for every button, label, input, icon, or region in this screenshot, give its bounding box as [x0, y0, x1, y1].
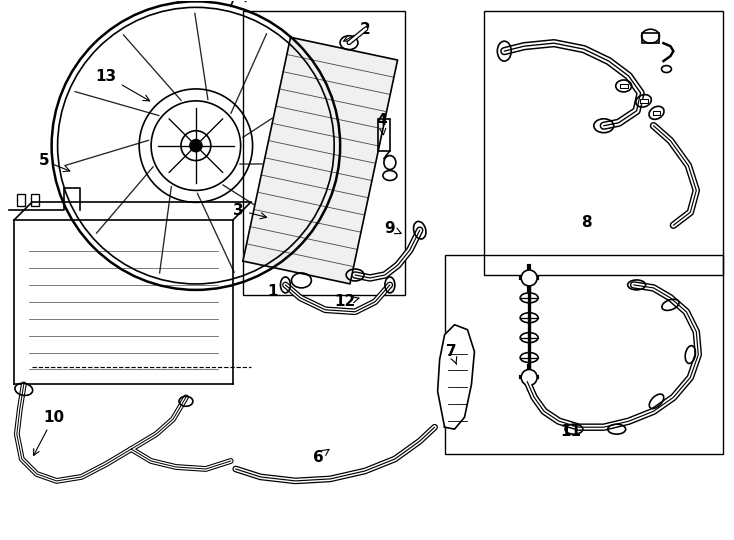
Circle shape	[521, 369, 537, 386]
Text: 2: 2	[344, 22, 371, 41]
Bar	[642, 33, 659, 43]
Bar	[484, 11, 723, 275]
Text: 8: 8	[581, 215, 592, 230]
Text: 6: 6	[313, 449, 329, 464]
Circle shape	[521, 270, 537, 286]
Text: 1: 1	[267, 285, 277, 299]
Polygon shape	[437, 325, 474, 429]
Bar	[243, 11, 405, 295]
Text: 13: 13	[95, 69, 150, 101]
Polygon shape	[639, 99, 647, 103]
Text: 10: 10	[34, 410, 64, 455]
Text: 12: 12	[335, 294, 359, 309]
Bar	[378, 119, 390, 151]
Text: 11: 11	[561, 424, 581, 438]
Circle shape	[190, 140, 202, 152]
Text: 3: 3	[233, 203, 266, 219]
Bar	[445, 255, 723, 454]
Text: 9: 9	[385, 221, 401, 236]
Text: 7: 7	[446, 344, 457, 365]
Polygon shape	[243, 37, 398, 284]
Text: 4: 4	[377, 113, 388, 134]
Polygon shape	[653, 111, 661, 115]
Bar	[31, 194, 39, 206]
Text: 5: 5	[38, 153, 70, 172]
Bar	[17, 194, 25, 206]
Polygon shape	[619, 84, 628, 88]
